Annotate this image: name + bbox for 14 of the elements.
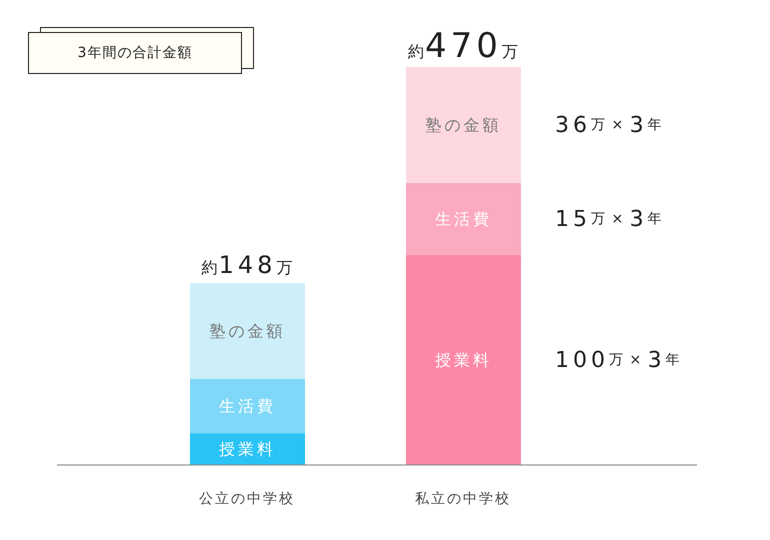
series-label: 生活費 (219, 396, 276, 416)
bar (406, 254, 521, 465)
bar (190, 379, 305, 434)
series-label: 授業料 (219, 440, 276, 459)
bar (406, 182, 521, 255)
text: 塾の金額 (426, 115, 502, 134)
text: 授業料 (435, 350, 492, 370)
bar (406, 67, 521, 183)
x-tick-label: 公立の中学校 (199, 490, 295, 507)
bar (190, 283, 305, 380)
series-label: 塾の金額 (210, 322, 286, 341)
chart-title: 3年間の合計金額 (28, 32, 242, 74)
text: 生活費 (435, 209, 492, 228)
x-tick-label: 私立の中学校 (415, 490, 511, 507)
